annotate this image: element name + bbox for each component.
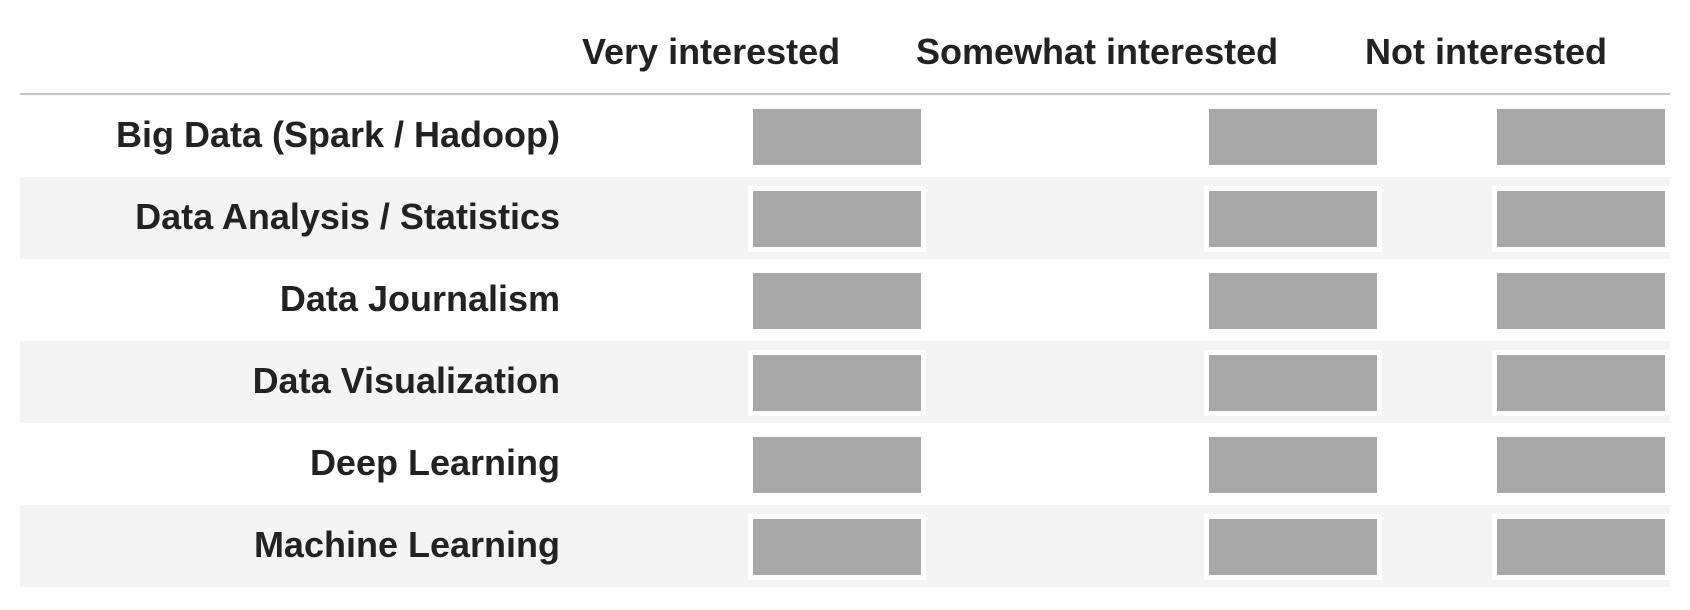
- choice-somewhat-interested[interactable]: [1209, 437, 1377, 493]
- choice-not-interested[interactable]: [1492, 514, 1670, 580]
- choice-not-interested[interactable]: [1497, 273, 1665, 329]
- row-label: Deep Learning: [309, 442, 560, 483]
- matrix-row-machine-learning: Machine Learning: [20, 505, 1670, 587]
- matrix-row-data-analysis: Data Analysis / Statistics: [20, 177, 1670, 259]
- choice-not-interested[interactable]: [1497, 437, 1665, 493]
- row-label: Data Visualization: [252, 360, 560, 401]
- row-label: Machine Learning: [253, 524, 560, 565]
- choice-very-interested[interactable]: [748, 350, 926, 416]
- row-label: Data Analysis / Statistics: [135, 196, 560, 237]
- column-header-somewhat-interested: Somewhat interested: [916, 31, 1279, 72]
- choice-very-interested[interactable]: [748, 514, 926, 580]
- choice-not-interested[interactable]: [1492, 350, 1670, 416]
- choice-very-interested[interactable]: [753, 437, 921, 493]
- likert-matrix: Very interested Somewhat interested Not …: [20, 0, 1670, 587]
- row-label: Data Journalism: [279, 278, 560, 319]
- column-header-not-interested: Not interested: [1365, 31, 1608, 72]
- choice-very-interested[interactable]: [753, 109, 921, 165]
- choice-somewhat-interested[interactable]: [1204, 186, 1382, 252]
- matrix-row-deep-learning: Deep Learning: [20, 423, 1670, 505]
- choice-very-interested[interactable]: [748, 186, 926, 252]
- choice-somewhat-interested[interactable]: [1209, 273, 1377, 329]
- matrix-row-data-visualization: Data Visualization: [20, 341, 1670, 423]
- choice-somewhat-interested[interactable]: [1209, 109, 1377, 165]
- row-label: Big Data (Spark / Hadoop): [115, 114, 560, 155]
- choice-not-interested[interactable]: [1497, 109, 1665, 165]
- choice-not-interested[interactable]: [1492, 186, 1670, 252]
- matrix-row-data-journalism: Data Journalism: [20, 259, 1670, 341]
- column-header-very-interested: Very interested: [582, 31, 841, 72]
- matrix-header: Very interested Somewhat interested Not …: [20, 0, 1670, 95]
- choice-very-interested[interactable]: [753, 273, 921, 329]
- matrix-row-big-data: Big Data (Spark / Hadoop): [20, 95, 1670, 177]
- choice-somewhat-interested[interactable]: [1204, 514, 1382, 580]
- choice-somewhat-interested[interactable]: [1204, 350, 1382, 416]
